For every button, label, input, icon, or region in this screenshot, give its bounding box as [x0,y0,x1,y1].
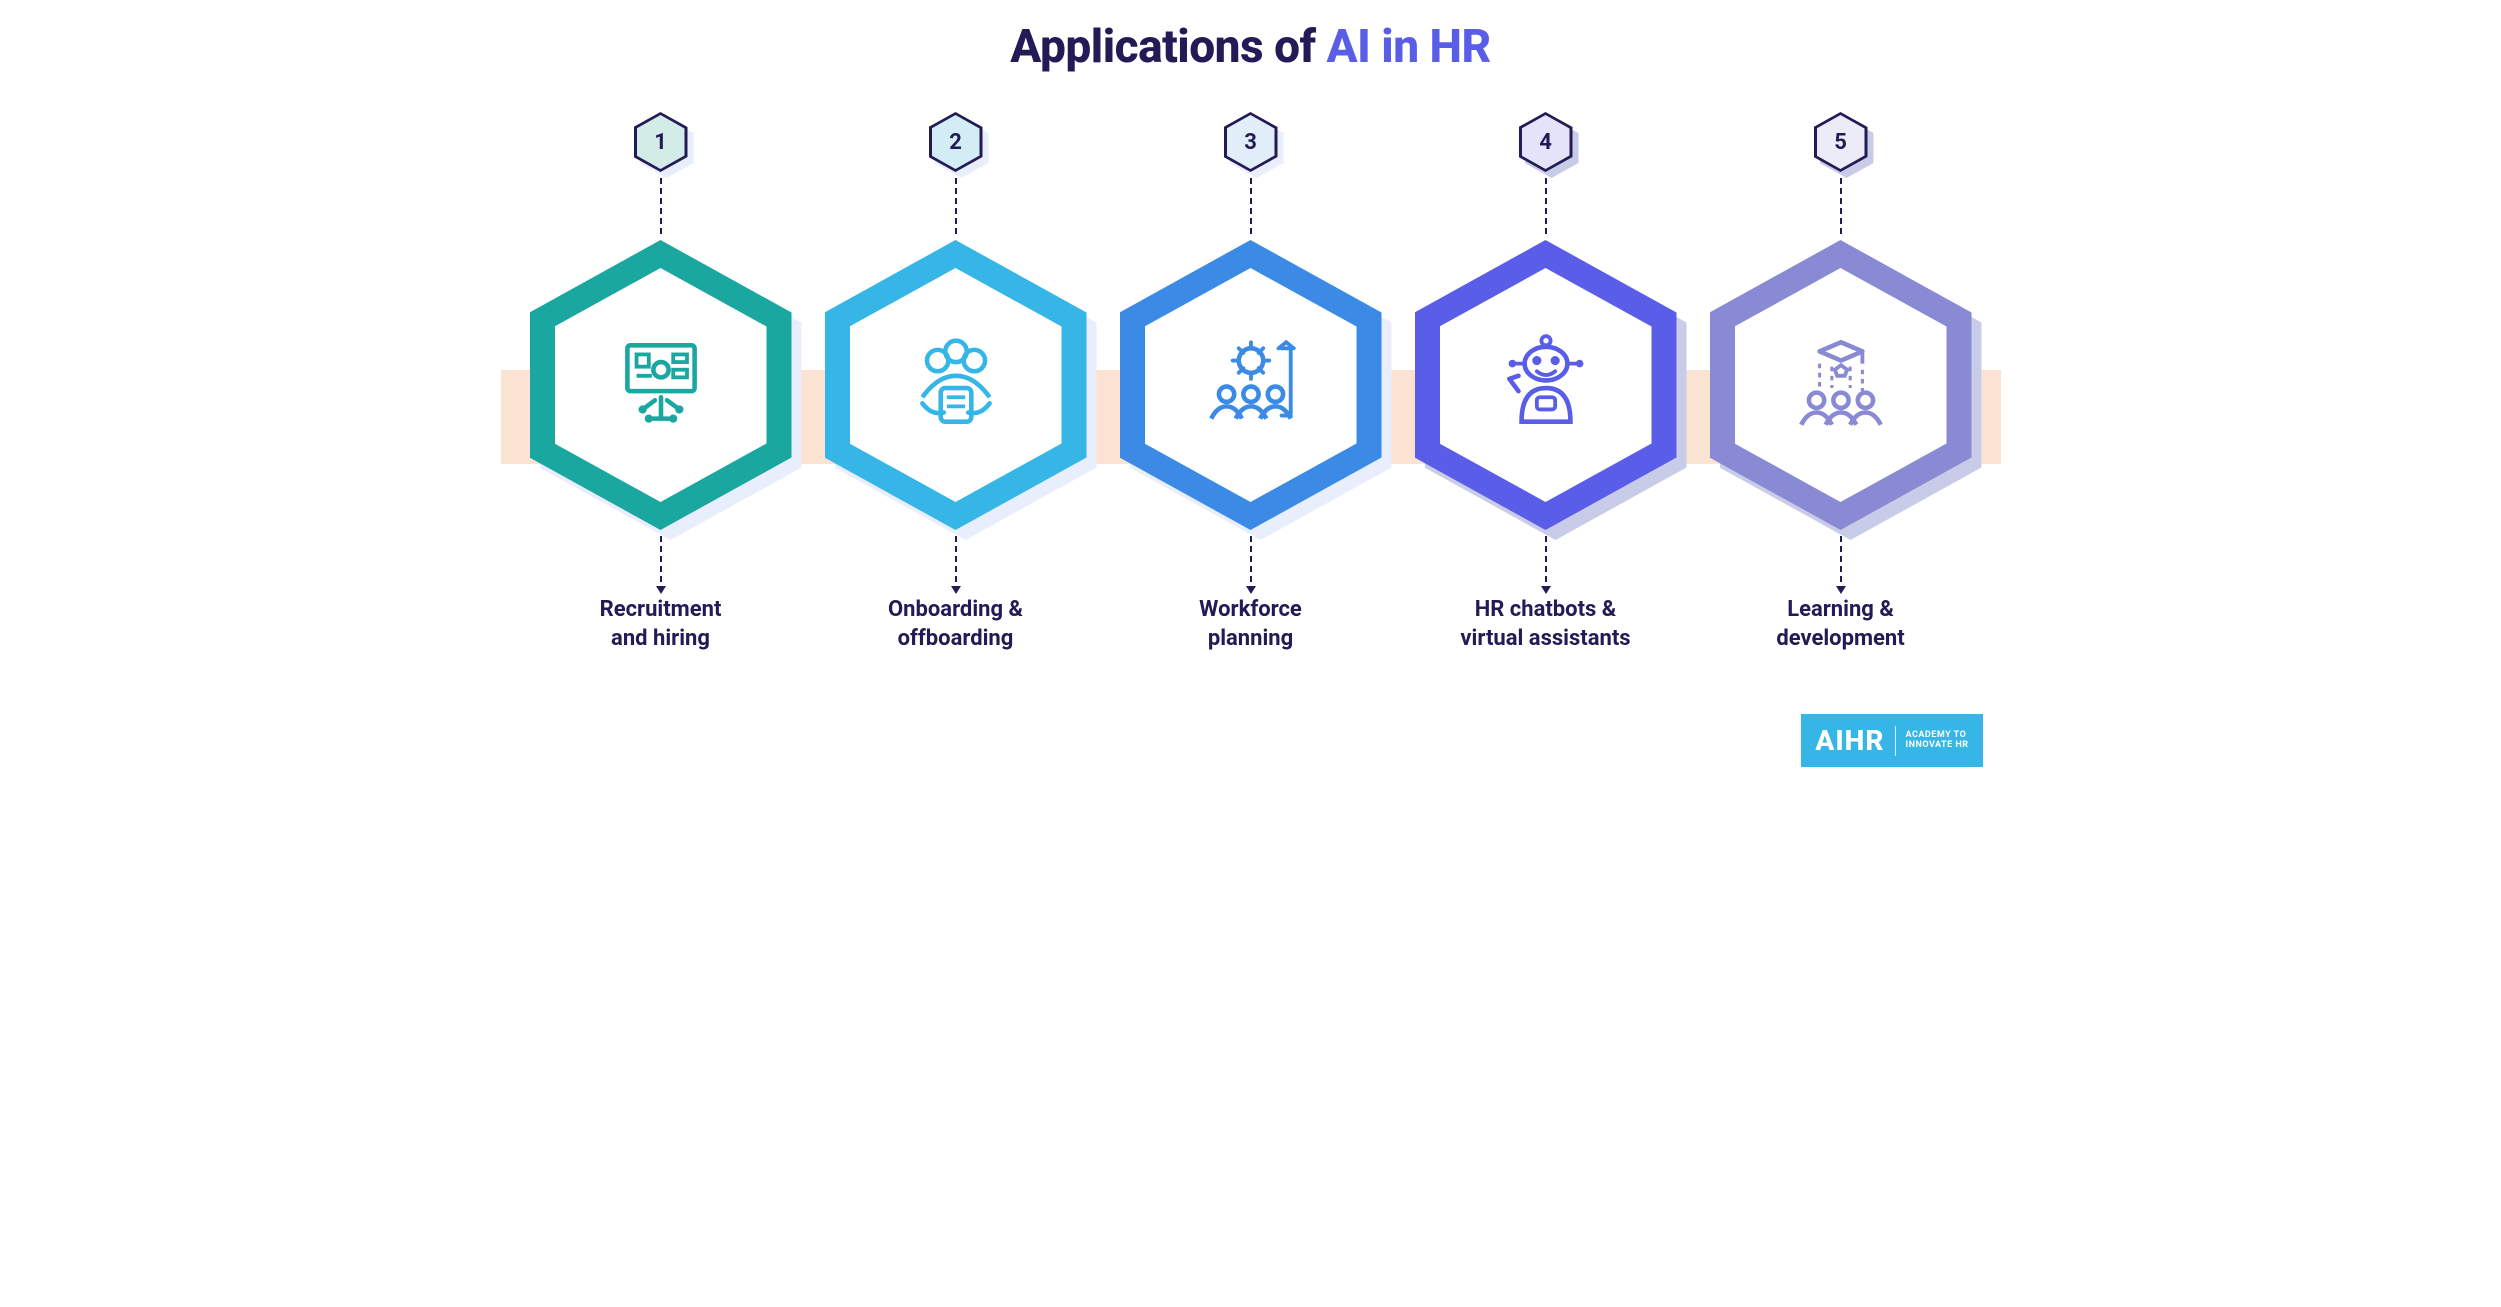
item-column: 4 HR chatbots & virtual assistants [1411,112,1681,653]
hexagon-card [1415,240,1677,530]
connector-line [1545,178,1547,234]
connector-line [660,536,662,592]
connector-line [1250,536,1252,592]
learning-icon [1786,330,1896,440]
page-title: Applications of AI in HR [501,20,2001,74]
hexagon-card [1710,240,1972,530]
onboard-icon [901,330,1011,440]
hexagon-card [530,240,792,530]
workforce-icon [1196,330,1306,440]
connector-line [1840,536,1842,592]
item-column: 1 Recruitment and hiring [526,112,796,653]
brand-logo: AIHR ACADEMY TO INNOVATE HR [1801,714,1982,767]
number-badge: 4 [1519,112,1573,172]
item-label: Recruitment and hiring [600,596,722,653]
logo-text: AIHR [1815,724,1884,757]
item-label: HR chatbots & virtual assistants [1460,596,1630,653]
title-accent: AI in HR [1327,20,1491,74]
connector-line [1840,178,1842,234]
number-badge: 1 [634,112,688,172]
number-badge: 3 [1224,112,1278,172]
item-column: 2 Onboarding & offboarding [821,112,1091,653]
chatbot-icon [1491,330,1601,440]
connector-line [955,178,957,234]
item-label: Workforce planning [1199,596,1302,653]
number-badge: 2 [929,112,983,172]
connector-line [660,178,662,234]
hexagon-card [825,240,1087,530]
number-badge: 5 [1814,112,1868,172]
hexagon-card [1120,240,1382,530]
infographic-canvas: Applications of AI in HR 1 Recruitment a [501,0,2001,785]
recruit-icon [606,330,716,440]
item-label: Learning & development [1776,596,1904,653]
connector-line [955,536,957,592]
logo-subtext: ACADEMY TO INNOVATE HR [1906,731,1969,751]
connector-line [1250,178,1252,234]
logo-divider [1895,726,1896,756]
item-column: 3 Workforce planning [1116,112,1386,653]
item-column: 5 Learning & development [1706,112,1976,653]
items-row: 1 Recruitment and hiring 2 [501,112,2001,653]
connector-line [1545,536,1547,592]
item-label: Onboarding & offboarding [888,596,1023,653]
title-prefix: Applications of [1010,20,1326,74]
